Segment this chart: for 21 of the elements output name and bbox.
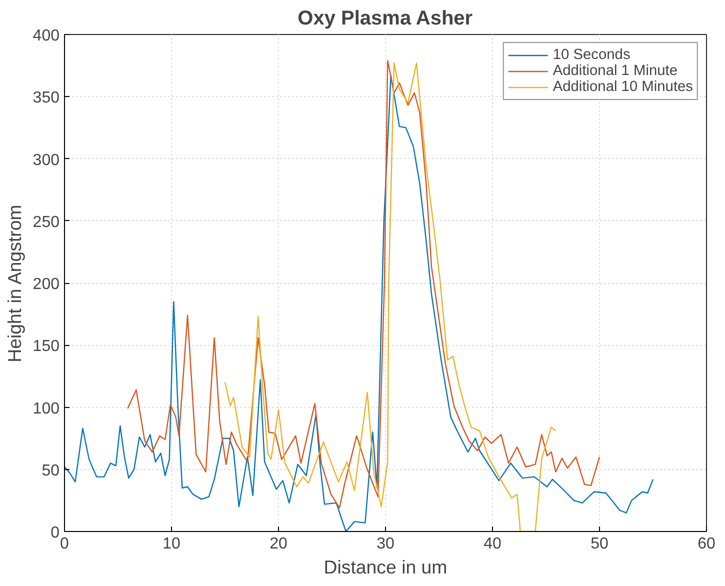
x-axis-title: Distance in um — [324, 556, 448, 578]
x-tick-label: 20 — [270, 536, 288, 552]
x-tick-label: 40 — [484, 536, 502, 552]
y-tick-label: 150 — [32, 338, 60, 356]
legend-label: 10 Seconds — [552, 47, 630, 63]
x-tick-label: 30 — [376, 536, 394, 552]
y-tick-label: 400 — [32, 28, 60, 44]
x-tick-label: 10 — [162, 536, 180, 552]
x-tick-label: 50 — [590, 536, 608, 552]
chart-title: Oxy Plasma Asher — [298, 8, 473, 30]
x-tick-label: 60 — [698, 536, 716, 552]
y-tick-label: 0 — [50, 524, 60, 542]
y-tick-label: 100 — [32, 400, 60, 418]
legend-label: Additional 10 Minutes — [552, 79, 693, 95]
y-tick-label: 200 — [32, 276, 60, 293]
y-tick-label: 250 — [32, 214, 60, 231]
y-axis-title: Height in Angstrom — [4, 204, 25, 362]
y-tick-label: 50 — [42, 462, 60, 480]
y-tick-label: 300 — [32, 152, 60, 169]
legend-label: Additional 1 Minute — [552, 63, 678, 79]
y-tick-label: 350 — [32, 90, 60, 107]
